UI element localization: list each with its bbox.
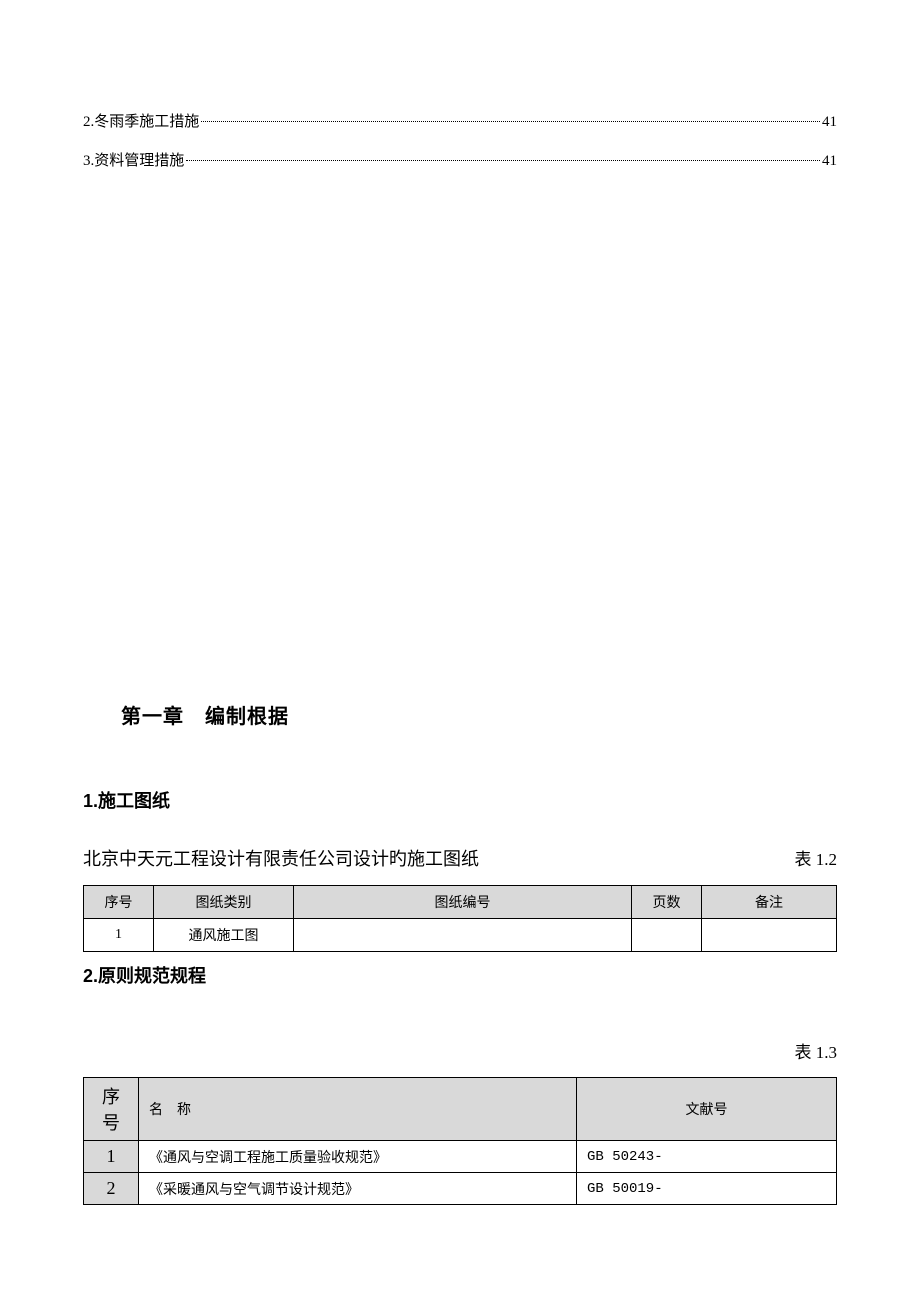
toc-dots (201, 121, 820, 122)
table-cell: GB 50243- (577, 1141, 837, 1173)
table-cell (632, 919, 702, 952)
table-header-cell: 图纸类别 (154, 886, 294, 919)
table-header-cell: 页数 (632, 886, 702, 919)
table-header-cell: 序号 (84, 886, 154, 919)
table-header-cell: 名称 (139, 1078, 577, 1141)
table-header-row: 序号 名称 文献号 (84, 1078, 837, 1141)
table-header-cell: 图纸编号 (294, 886, 632, 919)
table-cell: 通风施工图 (154, 919, 294, 952)
chapter-title: 第一章 编制根据 (121, 700, 837, 729)
table-cell: 《采暖通风与空气调节设计规范》 (139, 1173, 577, 1205)
table-header-row: 序号 图纸类别 图纸编号 页数 备注 (84, 886, 837, 919)
section-1-heading: 1.施工图纸 (83, 787, 837, 813)
toc-label: 3.资料管理措施 (83, 149, 184, 170)
section-1-body: 北京中天元工程设计有限责任公司设计旳施工图纸 (83, 845, 479, 871)
table-row: 1 通风施工图 (84, 919, 837, 952)
toc-page: 41 (822, 114, 837, 131)
table-cell (294, 919, 632, 952)
table-header-cell: 备注 (702, 886, 837, 919)
toc-item: 3.资料管理措施 41 (83, 149, 837, 170)
toc-item: 2.冬雨季施工措施 41 (83, 110, 837, 131)
table-cell: 1 (84, 919, 154, 952)
table-cell: 《通风与空调工程施工质量验收规范》 (139, 1141, 577, 1173)
table-header-cell: 序号 (84, 1078, 139, 1141)
table-cell: 2 (84, 1173, 139, 1205)
section-2-heading: 2.原则规范规程 (83, 962, 837, 988)
table-1-label: 表 1.2 (795, 845, 838, 870)
table-2: 序号 名称 文献号 1 《通风与空调工程施工质量验收规范》 GB 50243- … (83, 1077, 837, 1205)
toc-page: 41 (822, 153, 837, 170)
section-1-body-row: 北京中天元工程设计有限责任公司设计旳施工图纸 表 1.2 (83, 845, 837, 871)
table-row: 1 《通风与空调工程施工质量验收规范》 GB 50243- (84, 1141, 837, 1173)
table-header-cell: 文献号 (577, 1078, 837, 1141)
toc-label: 2.冬雨季施工措施 (83, 110, 199, 131)
page-content: 2.冬雨季施工措施 41 3.资料管理措施 41 第一章 编制根据 1.施工图纸… (0, 0, 920, 1205)
table-row: 2 《采暖通风与空气调节设计规范》 GB 50019- (84, 1173, 837, 1205)
table-cell: 1 (84, 1141, 139, 1173)
table-1: 序号 图纸类别 图纸编号 页数 备注 1 通风施工图 (83, 885, 837, 952)
toc-dots (186, 160, 820, 161)
table-cell (702, 919, 837, 952)
table-cell: GB 50019- (577, 1173, 837, 1205)
table-2-label: 表 1.3 (83, 1038, 837, 1063)
